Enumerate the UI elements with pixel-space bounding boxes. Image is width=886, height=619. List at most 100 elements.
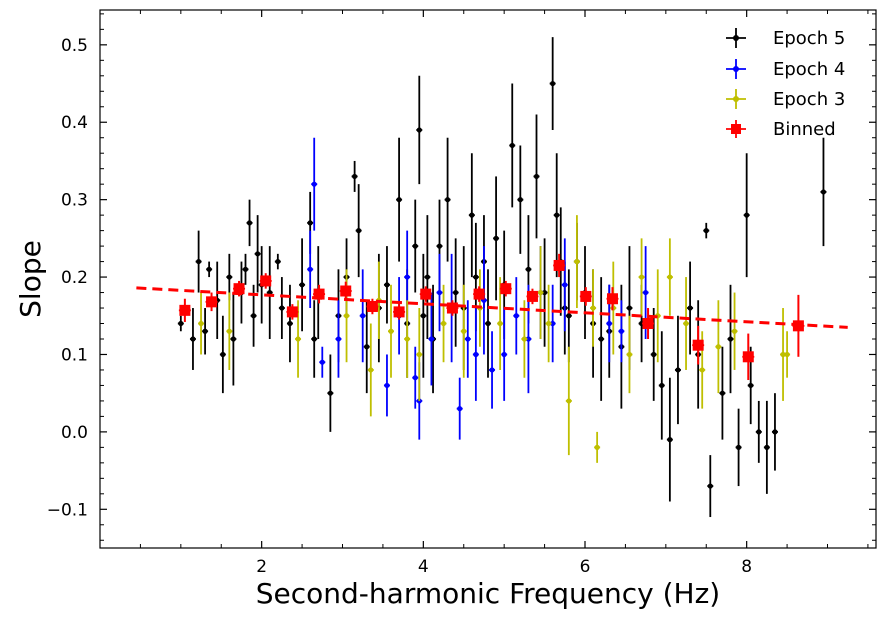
legend-entry-epoch5: Epoch 5	[726, 28, 845, 49]
linear-fit-line	[136, 286, 848, 329]
epoch-3-point	[784, 331, 791, 378]
epoch-4-point	[311, 137, 318, 231]
epoch-4-point	[456, 377, 463, 440]
legend-entry-epoch3: Epoch 3	[726, 89, 845, 110]
epoch-5-point	[735, 408, 742, 487]
legend-label-epoch5: Epoch 5	[773, 28, 845, 49]
epoch-5-point	[327, 354, 334, 432]
epoch-5-point	[416, 75, 423, 185]
epoch-4-point	[319, 346, 326, 378]
epoch-4-point	[412, 346, 419, 409]
epoch-5-point	[509, 83, 516, 208]
binned-point	[313, 284, 326, 304]
epoch-5-point	[355, 184, 362, 278]
epoch-5-point	[396, 137, 403, 262]
epoch-5-point	[553, 153, 560, 278]
epoch-4-point	[359, 269, 366, 363]
epoch-3-point	[440, 284, 447, 363]
epoch-5-point	[219, 315, 226, 394]
epoch-4-point	[307, 230, 314, 309]
epoch-5-point	[363, 300, 370, 394]
x-tick-label: 2	[256, 557, 267, 577]
epoch-5-point	[727, 284, 734, 394]
epoch-5-point	[719, 346, 726, 440]
epoch-5-point	[820, 137, 827, 247]
binned-point	[286, 304, 299, 320]
epoch-5-point	[658, 331, 665, 440]
epoch-3-point	[731, 292, 738, 370]
epoch-3-point	[537, 246, 544, 339]
epoch-4-point	[561, 238, 568, 332]
epoch-4-point	[618, 300, 625, 363]
epoch-5-point	[517, 145, 524, 254]
epoch-3-point	[594, 431, 601, 463]
binned-point	[393, 304, 406, 320]
epoch-3-point	[590, 269, 597, 347]
binned-point	[553, 253, 566, 278]
epoch-5-point	[468, 153, 475, 278]
binned-point	[606, 287, 619, 311]
epoch-3-point	[638, 238, 645, 316]
epoch-5-point	[452, 238, 459, 347]
epoch-4-point	[464, 300, 471, 378]
binned-point	[446, 300, 459, 316]
epoch-5-point	[598, 277, 605, 401]
epoch-3-point	[683, 277, 690, 370]
epoch-3-point	[416, 308, 423, 401]
epoch-5-point	[666, 377, 673, 502]
x-axis-title: Second-harmonic Frequency (Hz)	[256, 577, 720, 610]
epoch-5-point	[755, 400, 762, 463]
legend-label-binned: Binned	[773, 119, 836, 140]
epoch-5-point	[383, 246, 390, 324]
binned-point	[178, 298, 191, 322]
epoch-5-point	[674, 315, 681, 425]
binned-point	[419, 286, 432, 302]
epoch-5-point	[763, 400, 770, 494]
epoch-3-point	[715, 300, 722, 394]
binned-point	[642, 308, 655, 339]
epoch-5-point	[202, 308, 209, 355]
legend-entry-epoch4: Epoch 4	[726, 59, 845, 80]
epoch-5-point	[266, 246, 273, 339]
legend-entry-binned: Binned	[726, 119, 836, 140]
epoch-5-point	[274, 253, 281, 270]
y-tick-label: 0.5	[61, 36, 88, 56]
epoch-4-point	[472, 308, 479, 401]
epoch-5-point	[195, 230, 202, 293]
epoch-3-point	[626, 315, 633, 394]
epoch-5-point	[311, 300, 318, 378]
legend: Epoch 5 Epoch 4 Epoch 3 Binned	[726, 28, 845, 140]
epoch-5-point	[687, 261, 694, 355]
y-tick-label: 0.0	[61, 423, 88, 443]
data-layer	[177, 37, 827, 518]
epoch-5-point	[707, 455, 714, 518]
epoch-5-point	[412, 199, 419, 293]
binned-point	[692, 325, 705, 365]
epoch-5-point	[549, 37, 556, 130]
epoch-3-point	[460, 284, 467, 378]
epoch-5-point	[351, 160, 358, 192]
epoch-5-point	[444, 137, 451, 262]
epoch-5-point	[230, 292, 237, 386]
x-tick-label: 4	[418, 557, 429, 577]
epoch-5-point	[565, 269, 572, 363]
epoch-3-point	[497, 277, 504, 370]
y-axis-title: Slope	[14, 240, 47, 318]
binned-point	[579, 287, 592, 306]
epoch-3-point	[295, 300, 302, 378]
binned-point	[339, 281, 352, 301]
legend-label-epoch3: Epoch 3	[773, 89, 845, 110]
epoch-3-point	[388, 284, 394, 378]
epoch-3-point	[521, 300, 528, 378]
epoch-5-point	[299, 238, 306, 332]
x-tick-label: 8	[741, 557, 752, 577]
epoch-5-point	[242, 253, 249, 285]
epoch-5-point	[254, 215, 261, 293]
epoch-5-point	[177, 315, 184, 332]
epoch-3-point	[666, 238, 673, 316]
epoch-5-point	[246, 199, 253, 247]
epoch-4-point	[335, 300, 342, 378]
epoch-4-point	[501, 308, 508, 401]
binned-point	[366, 298, 379, 315]
